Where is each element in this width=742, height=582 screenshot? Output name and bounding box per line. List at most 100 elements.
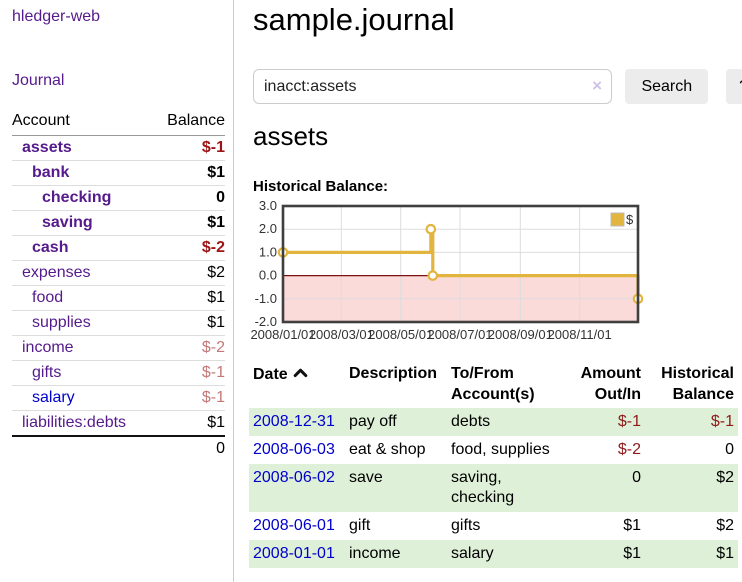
chart-label: Historical Balance: [253,178,389,195]
register-balance: $-1 [645,408,738,436]
account-link[interactable]: assets [22,139,72,156]
account-balance: $-2 [153,235,225,261]
register-amount: $-2 [617,441,641,458]
app-title: hledger-web [12,8,225,26]
register-accounts: food, supplies [451,441,550,458]
register-accounts: gifts [451,517,481,534]
register-date-link[interactable]: 2008-06-03 [253,441,335,458]
account-row: bank $1 [12,160,225,186]
account-link[interactable]: expenses [22,264,91,281]
account-link[interactable]: cash [32,239,69,256]
register-col-accounts: To/From Account(s) [451,365,535,403]
search-bar: × Search ? [253,69,742,104]
account-row: expenses $2 [12,260,225,286]
account-row: income $-2 [12,335,225,361]
register-col-date[interactable]: Date [249,360,345,408]
register-balance: $2 [716,517,734,534]
search-input[interactable] [253,69,612,104]
register-description: pay off [345,408,447,436]
register-col-description: Description [349,365,438,382]
svg-text:2.0: 2.0 [259,221,277,236]
account-row: assets $-1 [12,136,225,161]
account-heading: assets [253,121,329,151]
page-title: sample.journal [253,2,455,37]
register-accounts: debts [447,408,561,436]
app-title-link[interactable]: hledger-web [12,8,101,25]
register-description: eat & shop [349,441,426,458]
account-balance: $1 [153,160,225,186]
account-link[interactable]: gifts [32,364,62,381]
account-link[interactable]: bank [32,164,70,181]
svg-text:1.0: 1.0 [259,244,277,259]
svg-text:2008/07/01: 2008/07/01 [427,327,492,342]
accounts-total-value: 0 [153,435,225,461]
account-link[interactable]: salary [32,389,75,406]
account-row: gifts $-1 [12,360,225,386]
account-row: supplies $1 [12,310,225,336]
svg-text:3.0: 3.0 [259,200,277,213]
register-balance: 0 [725,441,734,458]
account-balance: $1 [153,285,225,311]
register-date-link[interactable]: 2008-01-01 [253,545,335,562]
account-link[interactable]: checking [42,189,112,206]
register-date-link[interactable]: 2008-06-02 [253,469,335,486]
svg-text:2008/01/01: 2008/01/01 [250,327,315,342]
account-link[interactable]: saving [42,214,93,231]
account-row: liabilities:debts $1 [12,410,225,436]
account-balance: $1 [153,210,225,236]
account-row: checking 0 [12,185,225,211]
account-balance: 0 [153,185,225,211]
account-balance: $-1 [153,360,225,386]
account-balance: $2 [153,260,225,286]
journal-link[interactable]: Journal [12,72,65,89]
svg-text:2008/11/01: 2008/11/01 [548,327,612,342]
register-row: 2008-12-31 pay off debts $-1 $-1 [249,408,738,436]
register-row: 2008-01-01 income salary $1 $1 [249,540,738,568]
sidebar: hledger-web Journal Account Balance asse… [0,0,233,461]
register-amount: $1 [561,540,645,568]
register-amount: $1 [623,517,641,534]
register-row: 2008-06-01 gift gifts $1 $2 [249,512,738,540]
account-link[interactable]: food [32,289,64,306]
balance-chart: 3.0 2.0 1.0 0.0 -1.0 -2.02008/01/012008/03/01… [250,198,644,342]
register-col-amount: Amount Out/In [580,365,641,403]
account-balance: $1 [153,310,225,336]
main-content: sample.journal × Search ? assets Histori… [249,0,742,582]
accounts-table: Account Balance assets $-1 bank $1 check… [12,110,225,461]
register-amount: 0 [561,464,645,512]
svg-text:2008/05/01: 2008/05/01 [368,327,433,342]
account-row: cash $-2 [12,235,225,261]
register-table: Date Description To/From Account(s) Amou… [249,360,738,568]
register-col-balance: Historical Balance [661,365,734,403]
account-balance: $-1 [201,139,225,156]
account-link[interactable]: liabilities:debts [22,414,127,431]
svg-text:2008/03/01: 2008/03/01 [309,327,374,342]
sort-ascending-icon [293,363,308,384]
register-balance: $1 [645,540,738,568]
clear-search-icon[interactable]: × [592,76,602,95]
account-row: saving $1 [12,210,225,236]
search-button[interactable]: Search [625,69,709,104]
register-date-link[interactable]: 2008-12-31 [253,413,335,430]
accounts-col-account: Account [12,110,154,136]
register-row: 2008-06-03 eat & shop food, supplies $-2… [249,436,738,464]
svg-text:0.0: 0.0 [259,268,277,283]
help-button[interactable]: ? [725,69,742,104]
account-row: salary $-1 [12,385,225,411]
register-description: save [345,464,447,512]
register-date-link[interactable]: 2008-06-01 [253,517,335,534]
svg-text:$: $ [626,212,634,227]
chart-container: 3.0 2.0 1.0 0.0 -1.0 -2.0 2008/01/01 2008/03/01… [246,198,698,355]
account-link[interactable]: income [22,339,74,356]
register-amount: $-1 [561,408,645,436]
register-row: 2008-06-02 save saving, checking 0 $2 [249,464,738,512]
accounts-total-row: 0 [12,435,225,461]
accounts-col-balance: Balance [153,110,225,136]
account-balance: $1 [153,410,225,436]
account-balance: $-1 [153,385,225,411]
nav-journal: Journal [12,72,225,90]
register-description: income [345,540,447,568]
account-link[interactable]: supplies [32,314,91,331]
register-description: gift [349,517,371,534]
register-accounts: salary [447,540,561,568]
